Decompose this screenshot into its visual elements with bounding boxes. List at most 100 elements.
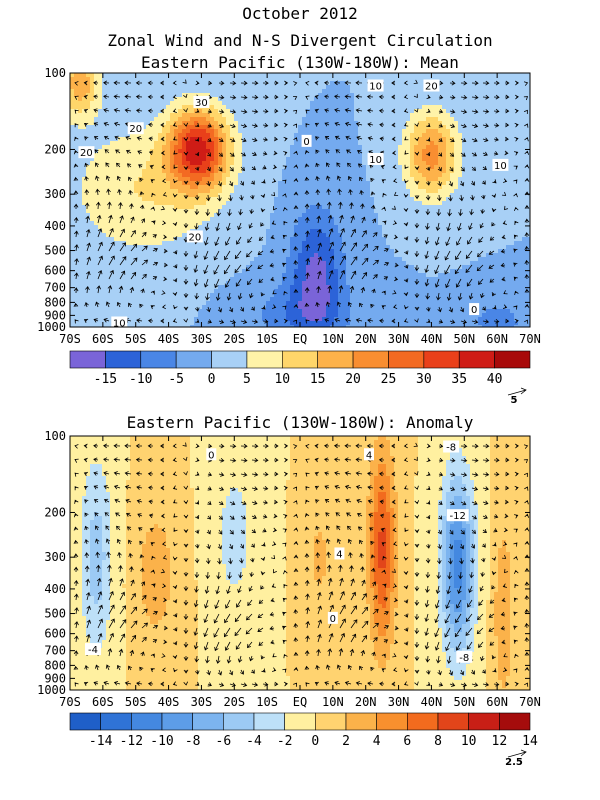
wind-vector xyxy=(369,527,374,532)
wind-vector xyxy=(514,122,519,128)
wind-vector xyxy=(336,525,341,531)
wind-vector xyxy=(492,305,497,310)
wind-vector xyxy=(426,166,431,171)
wind-vector xyxy=(139,191,145,196)
wind-vector xyxy=(458,208,463,217)
wind-vector xyxy=(524,303,530,308)
wind-vector xyxy=(173,264,178,269)
contour-label-box xyxy=(193,95,210,108)
colorbar-label: 25 xyxy=(381,372,397,387)
wind-vector xyxy=(414,278,420,285)
wind-vector xyxy=(355,485,363,490)
wind-vector xyxy=(504,485,510,491)
wind-vector xyxy=(250,180,255,185)
wind-vector xyxy=(379,513,385,519)
wind-vector xyxy=(460,529,465,535)
wind-vector xyxy=(83,681,89,686)
wind-vector xyxy=(305,243,310,252)
wind-vector xyxy=(74,95,79,100)
wind-vector xyxy=(217,194,222,202)
wind-vector xyxy=(272,164,278,170)
wind-vector xyxy=(436,557,442,565)
wind-vector xyxy=(128,176,133,182)
wind-vector xyxy=(346,149,352,154)
wind-vector xyxy=(218,95,225,100)
wind-vector xyxy=(273,122,279,128)
wind-vector xyxy=(414,236,420,243)
wind-vector xyxy=(471,500,478,506)
wind-vector xyxy=(106,551,111,559)
wind-vector xyxy=(113,484,121,490)
wind-vector xyxy=(235,641,242,650)
wind-vector xyxy=(524,567,530,573)
wind-vector xyxy=(271,583,276,588)
wind-vector xyxy=(434,264,440,275)
wind-vector xyxy=(335,512,341,517)
wind-vector xyxy=(262,514,268,519)
wind-vector xyxy=(283,318,288,324)
wind-vector xyxy=(436,292,441,301)
wind-vector xyxy=(514,499,519,505)
wind-vector xyxy=(514,514,519,519)
wind-vector xyxy=(172,681,178,686)
wind-vector xyxy=(139,666,144,671)
wind-vector xyxy=(103,318,110,323)
wind-vector xyxy=(460,486,467,492)
wind-vector xyxy=(404,499,409,504)
wind-vector xyxy=(513,165,518,170)
wind-vector xyxy=(251,682,259,687)
wind-vector xyxy=(344,484,352,490)
wind-vector xyxy=(107,285,113,294)
wind-vector xyxy=(449,152,455,157)
contour-label: 0 xyxy=(303,137,309,148)
wind-vector xyxy=(334,318,341,323)
colorbar-label: -8 xyxy=(185,734,201,749)
wind-vector xyxy=(141,245,148,252)
reference-vector-arrow xyxy=(507,387,527,396)
wind-vector xyxy=(172,570,178,575)
wind-vector xyxy=(513,569,519,575)
y-tick-label: 1000 xyxy=(37,683,66,697)
wind-vector xyxy=(360,649,366,657)
wind-vector xyxy=(460,443,468,449)
x-tick-label: EQ xyxy=(293,332,307,346)
colorbar-swatch xyxy=(253,712,285,731)
wind-vector xyxy=(173,541,178,547)
wind-vector xyxy=(493,471,500,477)
wind-vector xyxy=(73,163,79,168)
wind-vector xyxy=(293,682,298,687)
wind-vector xyxy=(326,201,332,210)
x-tick-label: 10S xyxy=(256,695,278,709)
wind-vector xyxy=(74,472,79,477)
wind-vector xyxy=(284,457,289,463)
wind-vector xyxy=(404,305,409,310)
wind-vector xyxy=(103,121,110,127)
wind-vector xyxy=(240,123,248,129)
wind-vector xyxy=(172,291,178,297)
wind-vector xyxy=(524,666,530,671)
wind-vector xyxy=(239,180,245,186)
wind-vector xyxy=(524,500,529,505)
wind-vector xyxy=(315,162,320,168)
wind-vector xyxy=(213,250,220,261)
wind-vector xyxy=(513,193,518,198)
wind-vector xyxy=(293,232,299,238)
wind-vector xyxy=(251,80,259,86)
wind-vector xyxy=(304,553,310,559)
colorbar-swatch xyxy=(352,350,389,369)
wind-vector xyxy=(93,136,99,141)
wind-vector xyxy=(489,278,495,283)
wind-vector xyxy=(378,457,385,463)
wind-vector xyxy=(317,270,322,280)
wind-vector xyxy=(513,639,518,644)
wind-vector xyxy=(225,599,231,609)
wind-vector xyxy=(328,241,334,252)
wind-vector xyxy=(448,557,453,565)
wind-vector xyxy=(339,618,346,629)
anomaly-panel-title: Eastern Pacific (130W-180W): Anomaly xyxy=(127,413,474,432)
contour-label: 20 xyxy=(425,82,438,93)
wind-vector xyxy=(424,613,430,622)
wind-vector xyxy=(305,635,310,643)
wind-vector xyxy=(314,471,319,477)
wind-vector xyxy=(183,208,189,214)
